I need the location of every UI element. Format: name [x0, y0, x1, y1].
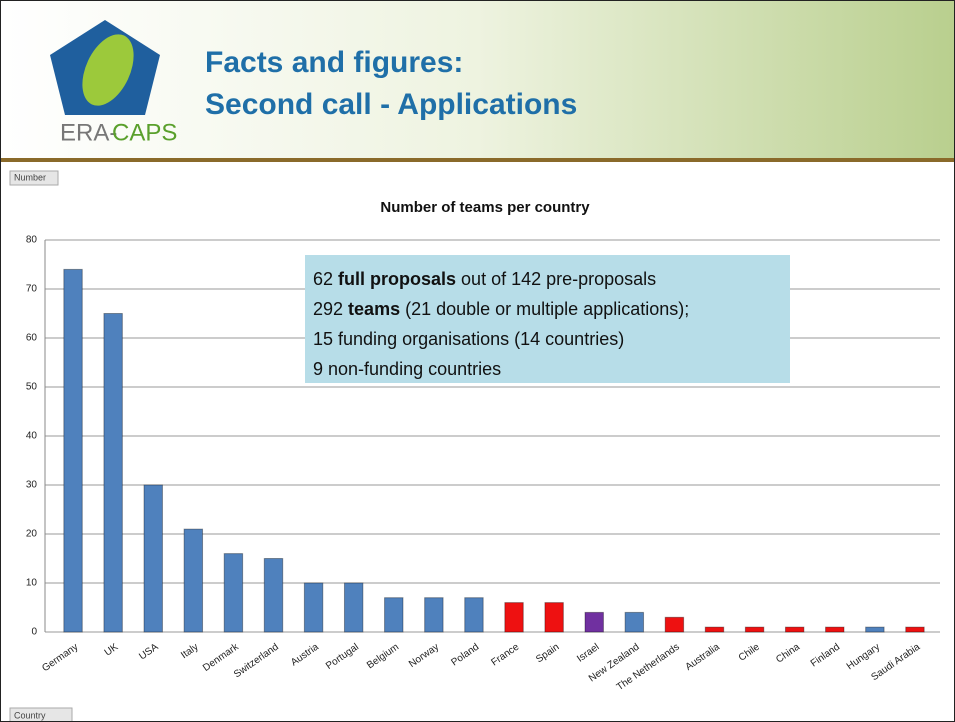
bar — [505, 603, 523, 632]
y-tick-label: 20 — [26, 529, 38, 540]
y-tick-label: 0 — [31, 627, 37, 638]
bar — [104, 314, 122, 633]
bar — [224, 554, 242, 632]
y-tick-label: 70 — [26, 284, 38, 295]
y-tick-label: 30 — [26, 480, 38, 491]
bar — [585, 612, 603, 632]
chart-title: Number of teams per country — [380, 199, 590, 216]
bar — [425, 598, 443, 632]
bar — [906, 627, 924, 632]
text-span: 15 funding organisations (14 countries) — [313, 329, 624, 349]
slide-title: Second call - Applications — [205, 88, 577, 121]
text-box-line: 9 non-funding countries — [313, 359, 501, 379]
y-tick-label: 80 — [26, 235, 38, 246]
text-box-line: 62 full proposals out of 142 pre-proposa… — [313, 269, 656, 289]
text-box-line: 292 teams (21 double or multiple applica… — [313, 299, 689, 319]
text-span: teams — [348, 299, 400, 319]
bar — [144, 485, 162, 632]
text-span: (21 double or multiple applications); — [400, 299, 689, 319]
logo-text: CAPS — [112, 119, 177, 146]
field-button-label[interactable]: Number — [14, 172, 46, 182]
bar — [465, 598, 483, 632]
bar — [625, 612, 643, 632]
slide: ERA- CAPS Facts and figures: Second call… — [0, 0, 955, 722]
bar — [745, 627, 763, 632]
bar — [785, 627, 803, 632]
bar — [545, 603, 563, 632]
bar — [665, 617, 683, 632]
text-span: 62 — [313, 269, 338, 289]
bar — [705, 627, 723, 632]
bar — [344, 583, 362, 632]
bar — [184, 529, 202, 632]
text-span: 9 non-funding countries — [313, 359, 501, 379]
text-span: out of 142 pre-proposals — [456, 269, 656, 289]
y-tick-label: 50 — [26, 382, 38, 393]
bar — [866, 627, 884, 632]
text-span: full proposals — [338, 269, 456, 289]
text-box-line: 15 funding organisations (14 countries) — [313, 329, 624, 349]
slide-title: Facts and figures: — [205, 46, 463, 79]
y-tick-label: 60 — [26, 333, 38, 344]
y-tick-label: 10 — [26, 578, 38, 589]
bar — [64, 269, 82, 632]
logo-text: ERA- — [60, 119, 117, 146]
bar — [826, 627, 844, 632]
bar — [304, 583, 322, 632]
field-button-label[interactable]: Country — [14, 710, 46, 720]
text-span: 292 — [313, 299, 348, 319]
bar — [385, 598, 403, 632]
bar — [264, 559, 282, 633]
y-tick-label: 40 — [26, 431, 38, 442]
